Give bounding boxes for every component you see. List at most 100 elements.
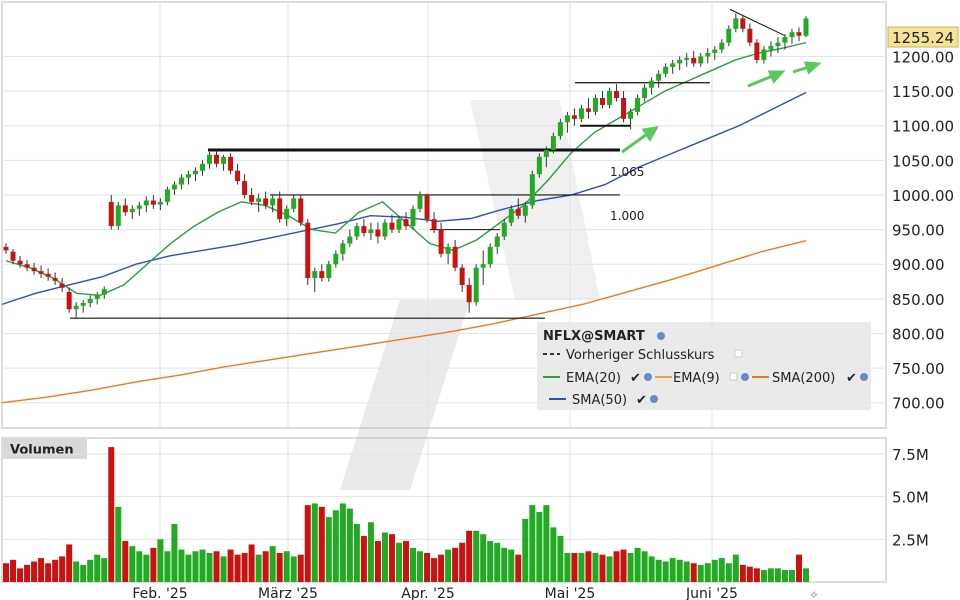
candle — [368, 222, 374, 240]
candle — [38, 265, 44, 279]
candle — [578, 104, 584, 123]
candle — [592, 94, 598, 116]
volume-bar — [192, 551, 199, 582]
volume-bar — [339, 503, 346, 582]
candle — [66, 287, 72, 313]
volume-bar — [143, 554, 150, 582]
volume-bar — [459, 542, 466, 582]
candle — [564, 111, 570, 133]
candle — [333, 250, 339, 268]
toggle-checkbox[interactable] — [729, 372, 738, 381]
check-icon: ✔ — [846, 371, 857, 386]
candle — [115, 201, 121, 230]
candle — [607, 87, 613, 109]
candle — [52, 272, 58, 285]
candle — [768, 41, 774, 57]
volume-bar — [73, 561, 80, 582]
volume-bar — [606, 556, 613, 582]
y-tick-label: 1000.00 — [892, 187, 954, 205]
candle — [754, 39, 760, 64]
annotation-1065: 1.065 — [610, 165, 644, 179]
volume-bar — [220, 556, 227, 582]
volume-bar — [515, 554, 522, 582]
volume-bar — [508, 549, 515, 582]
volume-bar — [718, 558, 725, 582]
toggle-checkbox[interactable] — [734, 349, 743, 358]
candle — [31, 262, 37, 275]
volume-bar — [732, 554, 739, 582]
volume-bar — [304, 505, 311, 582]
candle — [185, 170, 191, 185]
candle — [207, 152, 213, 169]
candle — [656, 70, 662, 88]
candle — [94, 291, 100, 305]
trend-line — [729, 8, 786, 37]
volume-bar — [655, 559, 662, 582]
volume-bar — [599, 554, 606, 582]
legend-sma200: SMA(200) — [772, 371, 835, 386]
legend-ema20: EMA(20) — [566, 371, 621, 386]
candle — [698, 53, 704, 67]
y-tick-label: 850.00 — [892, 291, 945, 309]
candle — [45, 268, 51, 281]
candle — [796, 27, 802, 42]
candle — [221, 154, 227, 171]
volume-bar — [164, 551, 171, 582]
volume-bar — [767, 568, 774, 582]
candle — [733, 13, 739, 33]
volume-tick-label: 2.5M — [892, 531, 929, 549]
volume-bar — [227, 549, 234, 582]
x-tick-label: März '25 — [258, 586, 318, 600]
candle — [305, 219, 311, 285]
volume-bar — [122, 541, 129, 582]
volume-bar — [648, 556, 655, 582]
legend-ema9: EMA(9) — [673, 371, 720, 386]
settings-icon[interactable] — [644, 373, 652, 381]
candle — [157, 198, 163, 211]
candle — [326, 260, 332, 282]
volume-bar — [445, 549, 452, 582]
candle — [445, 243, 451, 265]
volume-bar — [627, 552, 634, 582]
candle — [192, 167, 198, 182]
volume-bar — [494, 542, 501, 582]
candle — [621, 91, 627, 123]
settings-icon[interactable] — [860, 373, 868, 381]
candle — [277, 191, 283, 223]
candle — [10, 248, 16, 265]
settings-icon[interactable] — [741, 373, 749, 381]
y-tick-label: 950.00 — [892, 222, 945, 240]
candle — [649, 77, 655, 95]
volume-bar — [178, 549, 185, 582]
volume-bar — [353, 523, 360, 582]
volume-bar — [410, 547, 417, 582]
legend-sma50: SMA(50) — [572, 393, 627, 408]
ema20-line — [5, 41, 807, 297]
candle — [670, 59, 676, 74]
candle — [284, 205, 290, 227]
volume-bar — [760, 570, 767, 582]
volume-bar — [38, 558, 45, 582]
volume-bar — [213, 551, 220, 582]
volume-bar — [318, 506, 325, 582]
volume-bar — [543, 505, 550, 582]
volume-bar — [529, 505, 536, 582]
volume-bar — [388, 534, 395, 582]
candle — [424, 193, 430, 223]
x-tick-label: Apr. '25 — [401, 586, 455, 600]
candle — [747, 23, 753, 47]
candle — [150, 194, 156, 209]
candle — [705, 48, 711, 64]
volume-bar — [150, 547, 157, 582]
sma200-line — [1, 239, 807, 404]
volume-bar — [473, 530, 480, 582]
candle — [347, 229, 353, 247]
candle — [487, 243, 493, 268]
sma50-line — [1, 91, 807, 306]
scroll-icon[interactable]: ⟡ — [810, 587, 818, 600]
settings-icon[interactable] — [657, 332, 665, 340]
volume-bar — [403, 541, 409, 582]
volume-bar — [395, 542, 402, 582]
settings-icon[interactable] — [650, 395, 658, 403]
